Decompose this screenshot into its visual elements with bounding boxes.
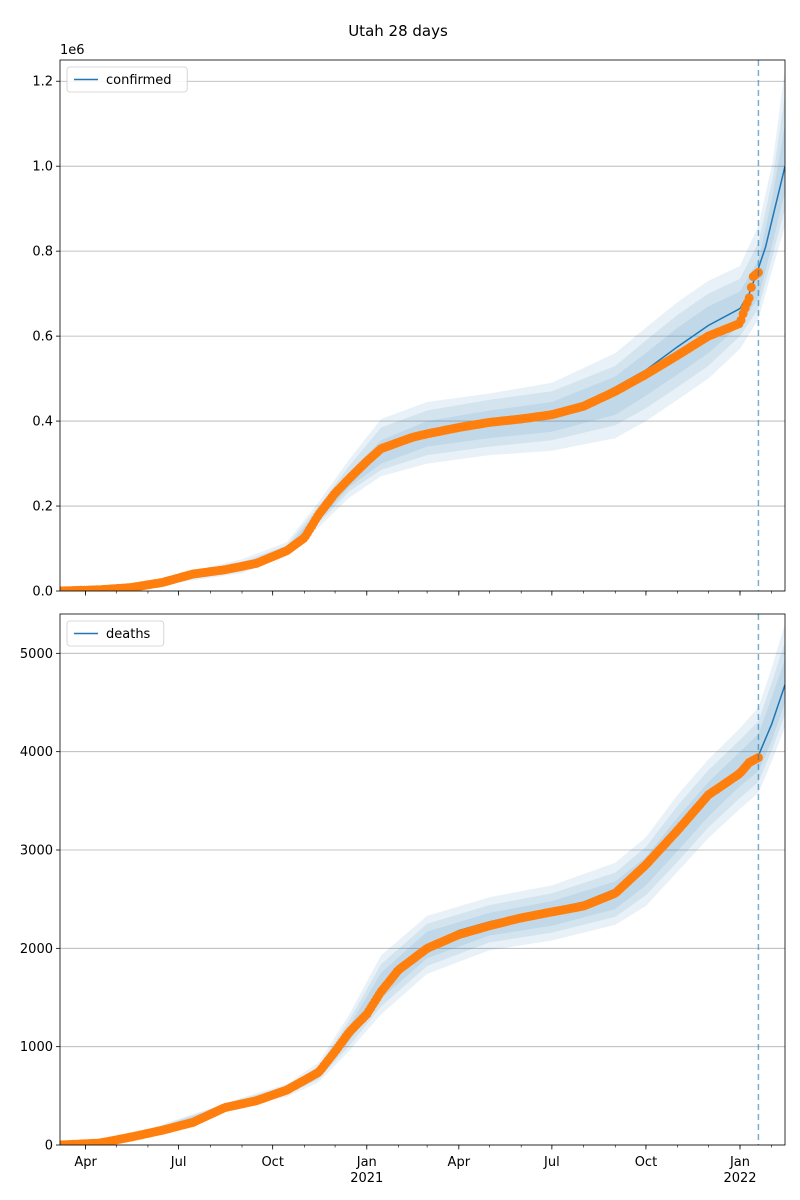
observed-point (746, 282, 756, 292)
x-tick-label: Jul (543, 1155, 560, 1170)
legend: confirmed (66, 66, 188, 93)
x-tick-label: Apr (448, 1155, 471, 1170)
y-tick-label: 0 (45, 1139, 53, 1154)
y-tick-label: 2000 (20, 942, 53, 957)
x-tick-label: Jan (729, 1155, 750, 1170)
uncertainty-band (147, 68, 785, 587)
uncertainty-band (147, 659, 785, 1134)
uncertainty-band (147, 123, 785, 586)
observed-series (60, 267, 763, 591)
x-tick-label: Apr (74, 1155, 97, 1170)
uncertainty-band (147, 623, 785, 1136)
axes-frame (59, 59, 786, 592)
x-tick-label: Oct (635, 1155, 657, 1170)
legend-box (66, 66, 188, 93)
y-tick-label: 4000 (20, 745, 53, 760)
figure-title: Utah 28 days (348, 22, 448, 40)
axes-frame (59, 613, 786, 1146)
x-tick-label: Jan (356, 1155, 377, 1170)
confirmed-panel: 0.0 0.2 0.4 0.6 0.8 1.0 1.2 1e6 confirmed (32, 43, 786, 600)
uncertainty-band (147, 94, 785, 586)
uncertainty-band (147, 641, 785, 1135)
legend-label: deaths (106, 627, 151, 642)
y-scale-label: 1e6 (60, 43, 85, 58)
x-tick-year-label: 2022 (723, 1171, 756, 1186)
y-tick-label: 1.2 (32, 75, 53, 90)
y-tick-label: 3000 (20, 844, 53, 859)
x-tick-label: Jul (170, 1155, 187, 1170)
legend-box (66, 620, 165, 647)
observed-point (744, 293, 754, 303)
y-tick-label: 1000 (20, 1040, 53, 1055)
y-tick-label: 1.0 (32, 160, 53, 175)
y-tick-label: 0.4 (32, 415, 53, 430)
legend-label: confirmed (106, 73, 172, 88)
y-tick-label: 0.8 (32, 245, 53, 260)
observed-series (60, 753, 763, 1145)
y-tick-label: 0.0 (32, 585, 53, 600)
y-tick-label: 0.2 (32, 500, 53, 515)
x-tick-label: Oct (261, 1155, 283, 1170)
legend: deaths (66, 620, 165, 647)
y-tick-label: 0.6 (32, 330, 53, 345)
x-tick-year-label: 2021 (350, 1171, 383, 1186)
y-tick-label: 5000 (20, 647, 53, 662)
model-line (60, 684, 785, 1145)
